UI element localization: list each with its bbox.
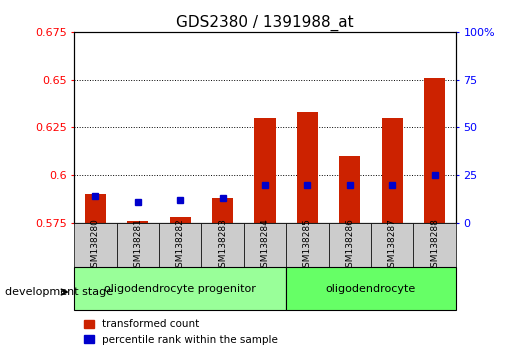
Bar [212, 198, 233, 223]
FancyBboxPatch shape [74, 223, 117, 267]
Text: development stage: development stage [5, 287, 113, 297]
Text: oligodendrocyte progenitor: oligodendrocyte progenitor [104, 284, 256, 293]
FancyBboxPatch shape [159, 223, 201, 267]
FancyBboxPatch shape [201, 223, 244, 267]
FancyBboxPatch shape [117, 223, 159, 267]
FancyBboxPatch shape [244, 223, 286, 267]
Text: GSM138284: GSM138284 [261, 218, 269, 273]
Bar [127, 221, 148, 223]
Text: GSM138282: GSM138282 [176, 218, 184, 273]
Text: GSM138281: GSM138281 [134, 218, 142, 273]
Bar [339, 156, 360, 223]
Text: GSM138287: GSM138287 [388, 218, 396, 273]
Bar [170, 217, 191, 223]
Bar [254, 118, 276, 223]
Legend: transformed count, percentile rank within the sample: transformed count, percentile rank withi… [80, 315, 282, 349]
Bar [424, 78, 445, 223]
FancyBboxPatch shape [286, 267, 456, 310]
FancyBboxPatch shape [74, 267, 286, 310]
Bar [85, 194, 106, 223]
Bar [297, 112, 318, 223]
FancyBboxPatch shape [286, 223, 329, 267]
Text: GSM138283: GSM138283 [218, 218, 227, 273]
Text: GSM138280: GSM138280 [91, 218, 100, 273]
Text: GSM138288: GSM138288 [430, 218, 439, 273]
Title: GDS2380 / 1391988_at: GDS2380 / 1391988_at [176, 14, 354, 30]
Text: GSM138285: GSM138285 [303, 218, 312, 273]
FancyBboxPatch shape [413, 223, 456, 267]
FancyBboxPatch shape [329, 223, 371, 267]
Bar [382, 118, 403, 223]
FancyBboxPatch shape [371, 223, 413, 267]
Text: GSM138286: GSM138286 [346, 218, 354, 273]
Text: oligodendrocyte: oligodendrocyte [326, 284, 416, 293]
